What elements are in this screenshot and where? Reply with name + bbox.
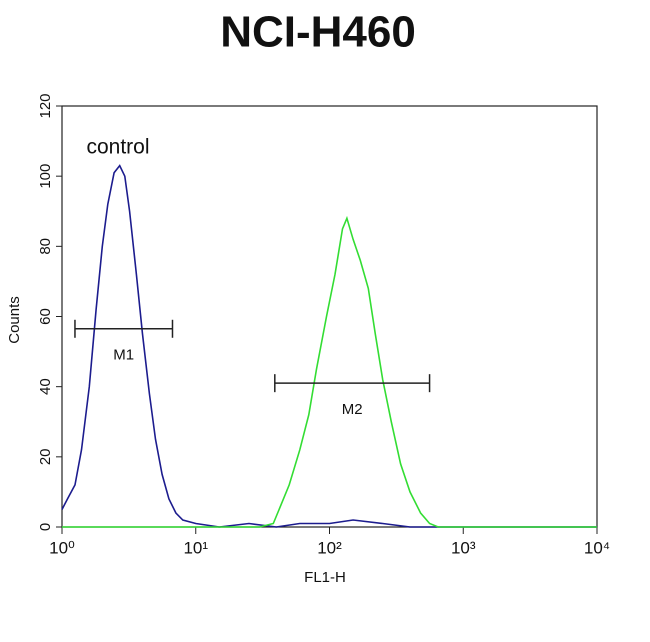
annotation: control — [86, 136, 149, 159]
y-tick-label: 120 — [37, 93, 54, 118]
x-tick-label: 10³ — [451, 538, 476, 557]
plot-frame — [61, 105, 598, 528]
x-tick-label: 10² — [317, 538, 342, 557]
gate-label: M1 — [113, 347, 134, 364]
y-tick-label: 0 — [37, 523, 54, 531]
x-tick-label: 10⁰ — [49, 538, 75, 557]
y-tick-label: 100 — [37, 164, 54, 189]
gate-label: M2 — [342, 401, 363, 418]
chart-title: NCI-H460 — [220, 8, 416, 57]
x-tick-label: 10¹ — [183, 538, 208, 557]
y-tick-label: 20 — [37, 448, 54, 465]
x-axis-label: FL1-H — [304, 569, 346, 586]
histogram-line — [62, 215, 597, 528]
histogram-line — [61, 164, 597, 528]
x-tick-label: 10⁴ — [584, 538, 610, 557]
y-tick-label: 40 — [37, 378, 54, 395]
y-tick-label: 80 — [37, 238, 54, 255]
y-tick-label: 60 — [37, 308, 54, 325]
y-axis-label: Counts — [6, 296, 23, 344]
